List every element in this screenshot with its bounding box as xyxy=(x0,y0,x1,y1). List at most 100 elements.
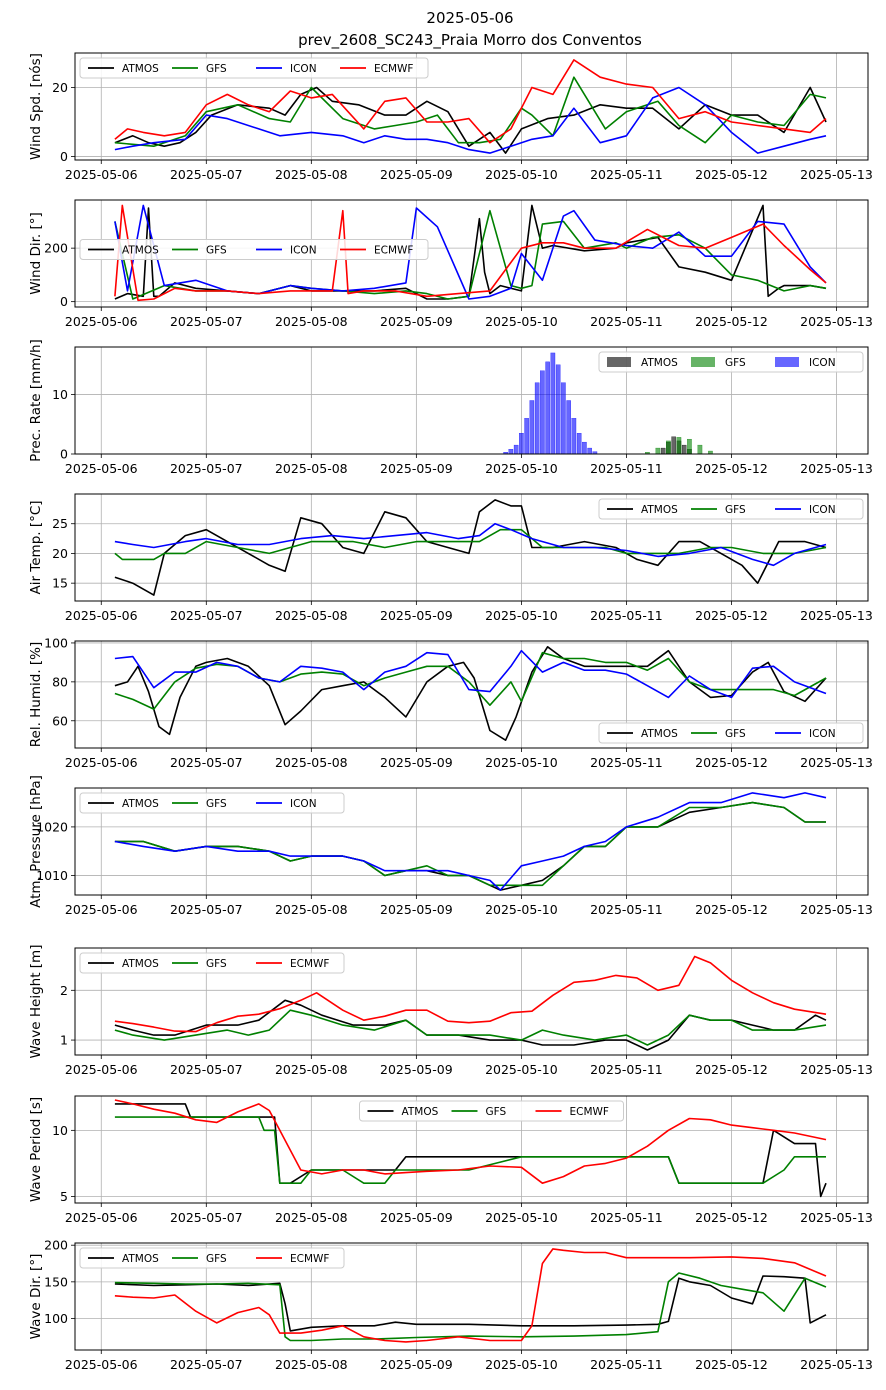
bar-icon xyxy=(576,433,582,454)
x-tick-label: 2025-05-10 xyxy=(485,902,558,917)
legend-label: GFS xyxy=(486,1106,507,1118)
y-tick-label: 1 xyxy=(60,1033,68,1048)
bar-icon xyxy=(545,361,550,454)
plot-area xyxy=(114,1248,827,1343)
y-tick-label: 200 xyxy=(44,1238,68,1253)
series-line-ecmwf xyxy=(114,1099,827,1184)
x-tick-label: 2025-05-13 xyxy=(800,1210,873,1225)
x-tick-label: 2025-05-12 xyxy=(695,608,768,623)
y-axis-label: Atm. Pressure [hPa] xyxy=(28,775,44,908)
x-tick-label: 2025-05-08 xyxy=(275,1062,348,1077)
legend: ATMOS GFS ECMWF xyxy=(359,1100,624,1122)
x-tick-label: 2025-05-13 xyxy=(800,1062,873,1077)
x-tick-label: 2025-05-08 xyxy=(275,167,348,182)
series-line-gfs xyxy=(114,76,827,147)
panel-8: 2025-05-06 2025-05-07 2025-05-08 2025-05-09… xyxy=(28,1095,873,1225)
y-tick-label: 5 xyxy=(60,1189,68,1204)
series-line-gfs xyxy=(114,1272,827,1342)
y-tick-label: 0 xyxy=(60,149,68,164)
bar-icon xyxy=(561,382,566,454)
legend-label: ECMWF xyxy=(374,63,413,75)
legend-label: ATMOS xyxy=(402,1106,439,1118)
y-tick-label: 20 xyxy=(52,80,68,95)
x-tick-label: 2025-05-13 xyxy=(800,755,873,770)
x-tick-label: 2025-05-07 xyxy=(170,1210,243,1225)
axes-frame xyxy=(74,947,869,1056)
plot-area xyxy=(114,204,827,302)
y-tick-label: 80 xyxy=(52,674,68,689)
series-line-icon xyxy=(114,649,827,699)
panel-7: 2025-05-06 2025-05-07 2025-05-08 2025-05-09… xyxy=(28,945,873,1077)
panel-1: 2025-05-06 2025-05-07 2025-05-08 2025-05-09… xyxy=(28,52,873,182)
legend-box xyxy=(598,722,864,744)
x-tick-label: 2025-05-07 xyxy=(170,167,243,182)
figure-subtitle: prev_2608_SC243_Praia Morro dos Convento… xyxy=(298,31,642,50)
x-tick-label: 2025-05-13 xyxy=(800,461,873,476)
legend: ATMOS GFS ECMWF xyxy=(79,1247,345,1269)
x-tick-label: 2025-05-10 xyxy=(485,461,558,476)
legend-label: GFS xyxy=(206,63,227,75)
x-tick-label: 2025-05-09 xyxy=(380,1357,453,1372)
series-line-icon xyxy=(114,522,827,567)
legend: ATMOS GFS ICON ECMWF xyxy=(79,57,429,79)
series-line-ecmwf xyxy=(114,1248,827,1343)
x-tick-label: 2025-05-12 xyxy=(695,1357,768,1372)
plot-area xyxy=(114,59,827,154)
bar-atmos xyxy=(671,436,676,454)
legend-label: ICON xyxy=(290,798,317,810)
x-tick-label: 2025-05-07 xyxy=(170,314,243,329)
y-tick-label: 20 xyxy=(52,546,68,561)
y-axis-label: Wind Spd. [nós] xyxy=(28,53,44,160)
y-tick-label: 1020 xyxy=(36,819,68,834)
x-tick-label: 2025-05-11 xyxy=(590,314,663,329)
legend: ATMOS GFS ECMWF xyxy=(79,952,345,974)
x-tick-label: 2025-05-06 xyxy=(65,167,138,182)
legend-label: ATMOS xyxy=(122,245,159,257)
y-tick-label: 25 xyxy=(52,516,68,531)
y-axis-label: Wave Dir. [°] xyxy=(28,1254,44,1340)
y-tick-label: 0 xyxy=(60,447,68,462)
bar-gfs xyxy=(655,447,661,454)
x-tick-label: 2025-05-12 xyxy=(695,1062,768,1077)
x-tick-label: 2025-05-09 xyxy=(380,902,453,917)
x-tick-label: 2025-05-10 xyxy=(485,608,558,623)
legend: ATMOS GFS ICON xyxy=(79,792,345,814)
x-tick-label: 2025-05-12 xyxy=(695,461,768,476)
series-line-ecmwf xyxy=(114,59,827,144)
x-tick-label: 2025-05-10 xyxy=(485,755,558,770)
series-line-gfs xyxy=(114,1009,827,1046)
legend-label: ICON xyxy=(290,63,317,75)
bar-icon xyxy=(587,447,592,454)
legend-label: ICON xyxy=(809,728,836,740)
axes-frame xyxy=(74,52,869,161)
legend-label: ECMWF xyxy=(570,1106,609,1118)
plot-area xyxy=(114,955,827,1051)
legend-label: GFS xyxy=(725,728,746,740)
panel-9: 2025-05-06 2025-05-07 2025-05-08 2025-05-09… xyxy=(28,1238,873,1372)
bar-gfs xyxy=(697,444,703,454)
bar-icon xyxy=(566,400,571,454)
x-tick-label: 2025-05-09 xyxy=(380,755,453,770)
bar-icon xyxy=(582,441,587,454)
y-tick-label: 150 xyxy=(44,1274,68,1289)
x-tick-label: 2025-05-13 xyxy=(800,314,873,329)
x-tick-label: 2025-05-06 xyxy=(65,461,138,476)
axes-frame xyxy=(74,787,869,896)
bar-icon xyxy=(550,352,556,454)
x-tick-label: 2025-05-07 xyxy=(170,902,243,917)
panels: 2025-05-06 2025-05-07 2025-05-08 2025-05-09… xyxy=(28,52,873,1372)
y-axis-label: Rel. Humid. [%] xyxy=(28,642,44,748)
y-axis-label: Air Temp. [°C] xyxy=(28,500,44,594)
legend-box xyxy=(359,1100,624,1122)
x-tick-label: 2025-05-06 xyxy=(65,314,138,329)
legend-label: GFS xyxy=(206,798,227,810)
panel-2: 2025-05-06 2025-05-07 2025-05-08 2025-05-09… xyxy=(28,199,873,329)
plot-area xyxy=(114,1099,827,1198)
legend-label: ATMOS xyxy=(122,63,159,75)
legend-label: ICON xyxy=(809,357,836,369)
bar-icon xyxy=(592,451,598,454)
x-tick-label: 2025-05-09 xyxy=(380,314,453,329)
legend-box xyxy=(79,952,345,974)
legend-label: ATMOS xyxy=(641,504,678,516)
